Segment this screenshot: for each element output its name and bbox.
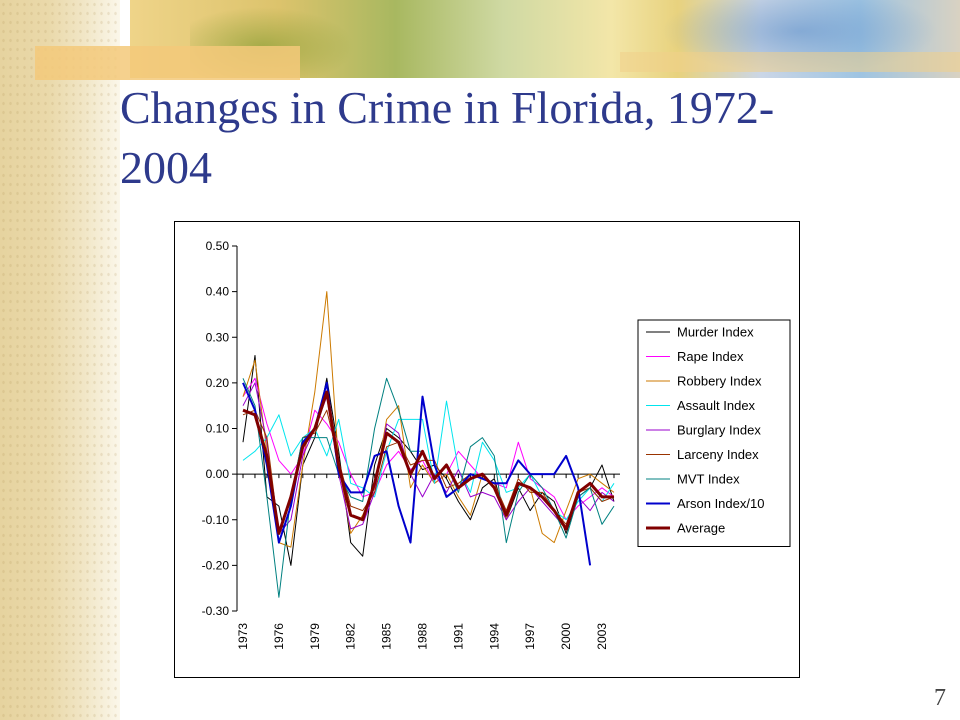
y-tick-label: 0.30: [206, 330, 230, 344]
legend-box: [637, 319, 791, 547]
series-line-robbery-index: [242, 291, 615, 548]
legend-entry: Murder Index: [677, 325, 754, 340]
x-tick-label: 1979: [308, 623, 322, 650]
series-line-burglary-index: [242, 382, 615, 534]
x-tick-label: 1976: [272, 623, 286, 650]
x-tick-label: 1997: [523, 623, 537, 650]
legend-entry: Average: [677, 521, 725, 536]
x-tick-label: 1973: [236, 623, 250, 650]
slide-number: 7: [934, 685, 946, 711]
y-tick-label: -0.30: [202, 604, 230, 618]
y-tick-label: -0.20: [202, 558, 230, 572]
x-tick-label: 2003: [595, 623, 609, 650]
y-tick-label: 0.40: [206, 285, 230, 299]
line-chart: 0.50 0.40 0.30 0.20 0.10 0.00 -0.10 -0.20 -0.30 1…: [202, 239, 791, 650]
legend-entry: Arson Index/10: [677, 496, 764, 511]
legend-entry: Robbery Index: [677, 374, 762, 389]
x-tick-label: 1994: [487, 623, 501, 650]
x-tick-label: 1988: [416, 623, 430, 650]
banner-accent-strip-right: [620, 52, 960, 72]
y-tick-label: 0.20: [206, 376, 230, 390]
y-tick-label: 0.50: [206, 239, 230, 253]
left-decorative-bar: [0, 0, 120, 720]
series-line-mvt-index: [242, 377, 615, 598]
legend-entry: Rape Index: [677, 349, 744, 364]
legend-entry: Burglary Index: [677, 423, 761, 438]
y-tick-label: -0.10: [202, 513, 230, 527]
y-tick-label: 0.00: [206, 467, 230, 481]
banner-accent-strip: [35, 46, 300, 80]
series-line-average: [242, 390, 614, 535]
legend-entry: Larceny Index: [677, 447, 759, 462]
x-tick-label: 1985: [380, 623, 394, 650]
x-tick-label: 2000: [559, 623, 573, 650]
chart-container: 0.50 0.40 0.30 0.20 0.10 0.00 -0.10 -0.20 -0.30 1…: [174, 221, 800, 678]
x-tick-label: 1991: [451, 623, 465, 650]
legend-entry: MVT Index: [677, 472, 740, 487]
legend-entry: Assault Index: [677, 398, 756, 413]
series-line-rape-index: [242, 377, 615, 521]
x-tick-label: 1982: [344, 623, 358, 650]
slide-title: Changes in Crime in Florida, 1972- 2004: [120, 82, 775, 193]
y-tick-label: 0.10: [206, 422, 230, 436]
